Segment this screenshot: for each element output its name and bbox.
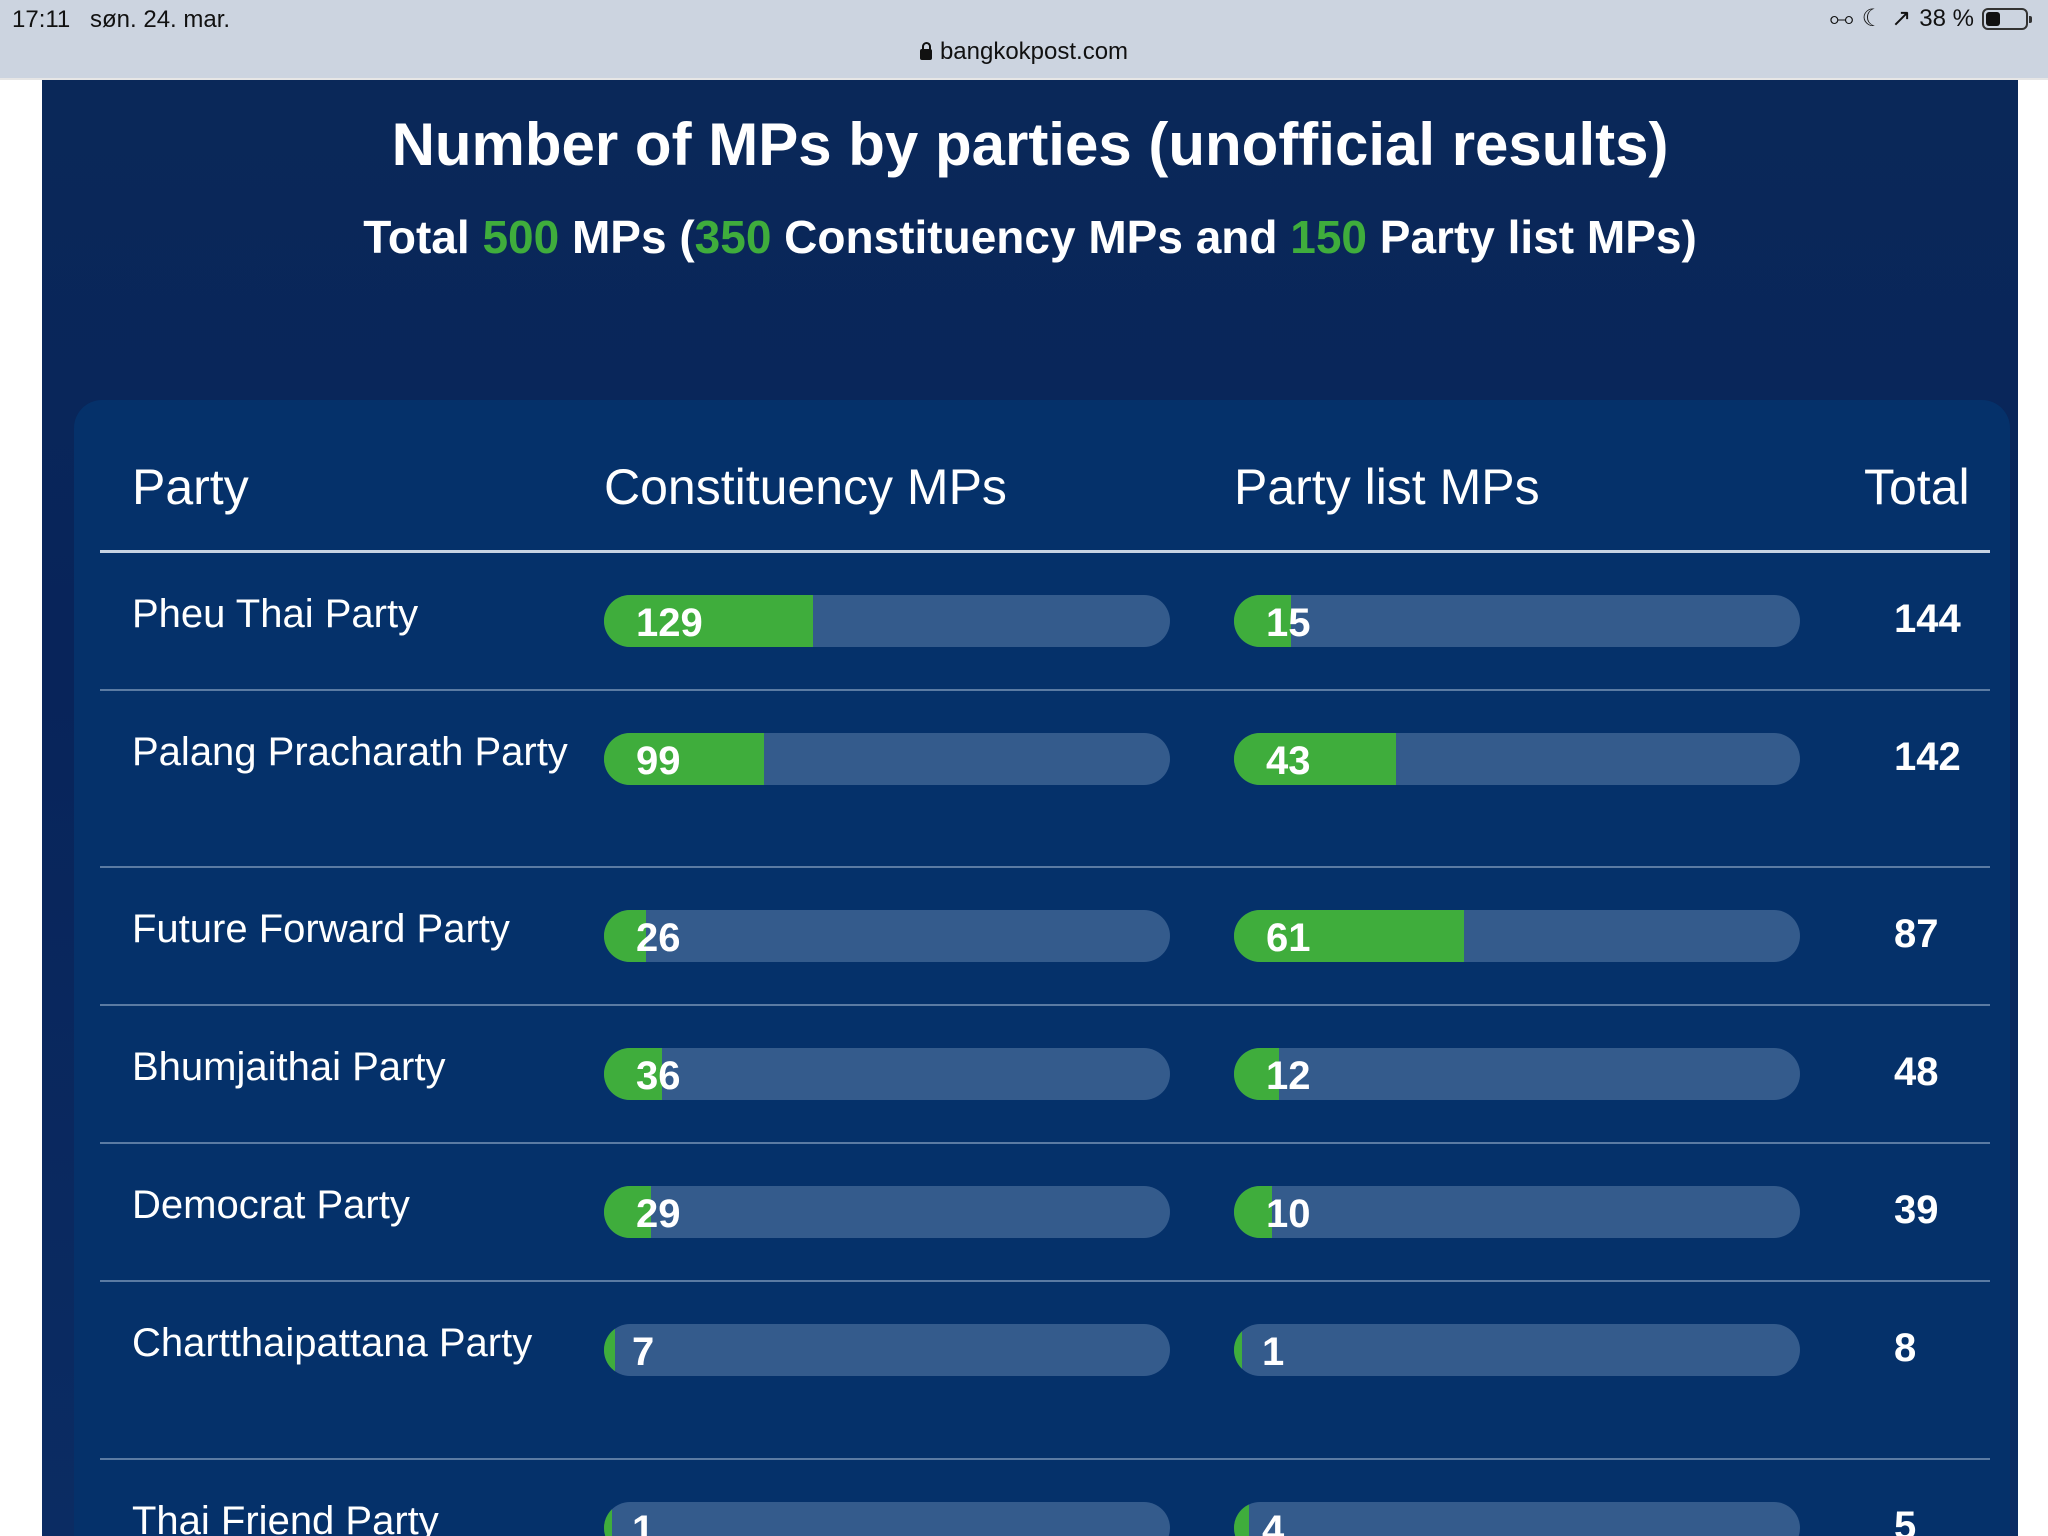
chart-subtitle: Total 500 MPs (350 Constituency MPs and …: [42, 210, 2018, 264]
status-icons: ⧟ ☾ ↗ 38 %: [1829, 4, 2032, 33]
bar-fill: [1234, 733, 1397, 785]
party-label: Future Forward Party: [132, 907, 510, 951]
row-divider: [100, 866, 1990, 868]
constituency-bar: [604, 1502, 1170, 1536]
party-label: Palang Pracharath Party: [132, 730, 568, 774]
subtitle-party-list: 150: [1290, 211, 1368, 263]
url-text: bangkokpost.com: [939, 38, 1129, 65]
status-bar: 17:11 søn. 24. mar. ⧟ ☾ ↗ 38 % bangkokpo…: [0, 0, 2048, 78]
row-total: 142: [1894, 735, 1961, 779]
header-party-list: Party list MPs: [1234, 459, 1540, 515]
party-list-bar: [1234, 1186, 1800, 1238]
party-list-bar: [1234, 1502, 1800, 1536]
party-label: Chartthaipattana Party: [132, 1321, 533, 1365]
bar-fill: [604, 910, 647, 962]
bar-fill: [604, 595, 813, 647]
subtitle-total: 500: [482, 211, 560, 263]
row-divider: [100, 1458, 1990, 1460]
row-total: 5: [1894, 1504, 1917, 1536]
header-constituency: Constituency MPs: [604, 459, 1007, 515]
bar-value-label: 4: [1262, 1508, 1285, 1536]
bar-fill: [1234, 1324, 1242, 1376]
row-total: 87: [1894, 912, 1939, 956]
row-total: 39: [1894, 1188, 1939, 1232]
subtitle-text: Party list MPs): [1367, 211, 1697, 263]
constituency-bar: [604, 1324, 1170, 1376]
header-party: Party: [132, 459, 249, 515]
header-divider: [100, 550, 1990, 553]
bar-fill: [1234, 1186, 1272, 1238]
party-list-bar: [1234, 1324, 1800, 1376]
bar-fill: [1234, 1048, 1280, 1100]
constituency-bar: [604, 1186, 1170, 1238]
link-icon: ⧟: [1829, 4, 1854, 32]
bar-value-label: 36: [636, 1054, 681, 1098]
party-list-bar: [1234, 595, 1800, 647]
url-bar[interactable]: bangkokpost.com: [0, 38, 2048, 66]
row-divider: [100, 689, 1990, 691]
battery-icon: [1982, 7, 2032, 30]
status-date: søn. 24. mar.: [90, 6, 231, 33]
subtitle-text: Total: [363, 211, 483, 263]
subtitle-text: Constituency MPs and: [771, 211, 1291, 263]
bar-fill: [604, 1048, 663, 1100]
chart-title: Number of MPs by parties (unofficial res…: [391, 111, 1669, 178]
bar-fill: [1234, 910, 1465, 962]
location-arrow-icon: ↗: [1891, 5, 1912, 32]
bar-fill: [1234, 595, 1291, 647]
bar-fill: [1234, 1502, 1250, 1536]
bar-value-label: 43: [1266, 739, 1311, 783]
bar-value-label: 12: [1266, 1054, 1311, 1098]
row-total: 8: [1894, 1326, 1917, 1370]
party-list-bar: [1234, 733, 1800, 785]
subtitle-text: MPs (: [559, 211, 695, 263]
row-total: 48: [1894, 1050, 1939, 1094]
subtitle-constituency: 350: [694, 211, 772, 263]
divider: [0, 78, 2048, 80]
bar-value-label: 29: [636, 1192, 681, 1236]
party-list-bar: [1234, 910, 1800, 962]
bar-fill: [604, 1502, 612, 1536]
moon-icon: ☾: [1861, 5, 1884, 32]
bar-value-label: 26: [636, 916, 681, 960]
bar-value-label: 1: [632, 1508, 655, 1536]
constituency-bar: [604, 733, 1170, 785]
bar-fill: [604, 1186, 651, 1238]
battery-percent: 38 %: [1919, 4, 1974, 32]
bar-value-label: 15: [1266, 601, 1311, 645]
lock-icon: [919, 42, 932, 60]
bar-value-label: 10: [1266, 1192, 1311, 1236]
party-list-bar: [1234, 1048, 1800, 1100]
infographic-panel: Number of MPs by parties (unofficial res…: [42, 80, 2018, 1536]
status-time: 17:11: [12, 6, 71, 33]
bar-value-label: 99: [636, 739, 681, 783]
row-divider: [100, 1142, 1990, 1144]
bar-value-label: 129: [636, 601, 703, 645]
bar-value-label: 1: [1262, 1330, 1285, 1374]
bar-value-label: 7: [632, 1330, 655, 1374]
constituency-bar: [604, 595, 1170, 647]
bar-fill: [604, 1324, 616, 1376]
party-label: Pheu Thai Party: [132, 592, 419, 636]
row-divider: [100, 1004, 1990, 1006]
party-label: Thai Friend Party: [132, 1499, 439, 1536]
constituency-bar: [604, 1048, 1170, 1100]
party-label: Bhumjaithai Party: [132, 1045, 446, 1089]
bar-value-label: 61: [1266, 916, 1311, 960]
party-label: Democrat Party: [132, 1183, 410, 1227]
header-total: Total: [1864, 459, 1970, 515]
bar-fill: [604, 733, 765, 785]
constituency-bar: [604, 910, 1170, 962]
row-divider: [100, 1280, 1990, 1282]
row-total: 144: [1894, 597, 1961, 641]
